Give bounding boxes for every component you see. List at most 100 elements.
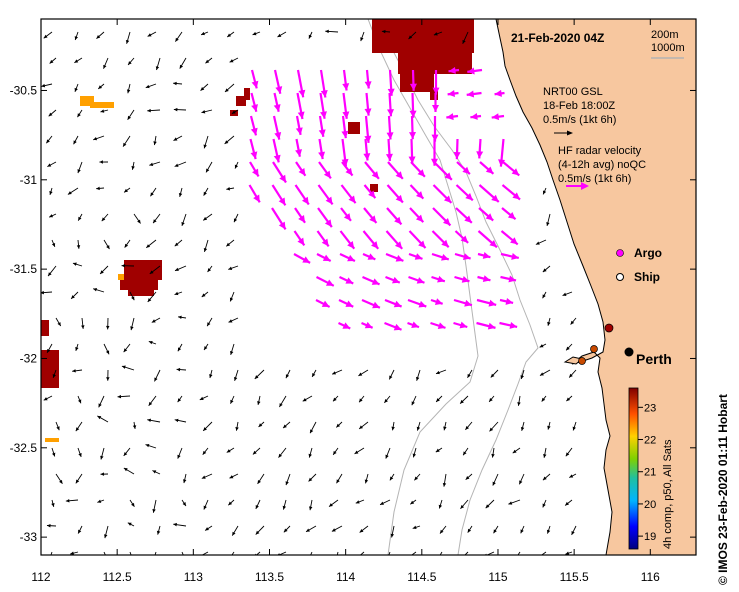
hf-legend-line1: HF radar velocity [558,145,642,157]
hf-vector-head [461,276,470,283]
nrt-vector-head [435,448,440,453]
ship-legend-label: Ship [634,270,660,284]
colorbar-ticks: 23 22 21 20 19 [638,402,656,543]
nrt-vector-head [145,84,150,89]
argo-legend-label: Argo [634,246,662,260]
nrt-vector-head [226,242,231,247]
nrt-vector-head [436,370,440,375]
hf-vector-head [386,132,394,140]
nrt-vector-head [489,397,493,402]
hf-vector-head [434,298,443,305]
nrt-vector-head [93,288,98,292]
nrt-vector-head [308,34,312,39]
nrt-vector-head [152,508,156,513]
nrt-vector-head [155,66,160,71]
nrt-vector [129,551,132,555]
nrt-vector-head [67,191,72,195]
nrt-vector-head [257,479,261,484]
hf-vector-head [414,253,423,260]
nrt-vector-head [51,242,56,247]
nrt-legend-line3: 0.5m/s (1kt 6h) [543,114,616,126]
nrt-vector-head [546,222,550,226]
hf-vector-head [509,321,518,329]
nrt-vector-head [174,267,179,271]
perth-marker [624,347,634,357]
nrt-vector-head [131,166,135,170]
nrt-vector-head [224,140,229,144]
nrt-vector [336,551,339,555]
nrt-vector-head [570,320,575,325]
hf-vector-head [274,132,282,140]
nrt-vector-head [255,530,260,535]
nrt-vector-head [333,397,337,402]
hf-vector-head [279,174,286,183]
nrt-vector-head [332,371,337,375]
nrt-vector-head [354,450,359,454]
nrt-vector-head [306,528,310,532]
hf-vector-head [342,83,350,91]
nrt-vector [359,551,365,555]
nrt-vector-head [543,454,547,458]
nrt-vector-head [150,192,154,197]
hf-vector-head [394,241,403,249]
nrt-vector-head [230,399,234,404]
nrt-vector-head [282,505,287,510]
hf-vector-head [322,254,331,261]
nrt-vector-head [312,373,316,377]
nrt-vector-head [490,373,495,378]
nrt-vector-head [520,375,524,379]
nrt-vector-head [126,89,131,94]
hf-vector-head [325,279,334,286]
nrt-vector-head [572,426,576,431]
nrt-vector-head [201,31,205,36]
nrt-vector-head [493,529,497,534]
hf-vector-head [443,195,452,203]
nrt-vector-head [156,530,161,535]
nrt-vector-head [565,452,570,457]
nrt-vector-head [258,423,263,427]
hf-vector-head [371,171,379,179]
nrt-vector-head [207,268,212,272]
colorbar-tick-label: 23 [644,402,656,414]
nrt-vector-head [228,266,233,270]
map-title: 21-Feb-2020 04Z [511,31,604,45]
nrt-vector-head [285,481,289,486]
nrt-vector-head [65,499,70,503]
x-tick-label: 113.5 [255,570,284,584]
nrt-vector-head [547,425,551,430]
x-tick-label: 114.5 [407,570,436,584]
hf-vector-head [295,149,303,157]
nrt-vector-head [542,190,547,195]
hf-vector-head [345,300,354,307]
nrt-vector-head [438,504,443,509]
x-tick-label: 112.5 [103,570,132,584]
nrt-vector-head [93,136,98,141]
nrt-vector-head [224,88,229,92]
nrt-vector-head [565,551,570,555]
nrt-vector-head [174,163,179,167]
hf-vector-head [253,194,260,203]
nrt-vector-head [147,418,151,423]
nrt-vector-head [226,449,231,453]
nrt-vector-head [199,396,204,400]
nrt-vector-head [302,398,307,402]
nrt-vector-head [106,325,110,330]
nrt-legend-line1: NRT00 GSL [543,86,603,98]
nrt-vector-head [152,470,157,474]
nrt-vector-head [57,322,61,327]
hf-vector-head [297,111,305,119]
hf-vector-head [323,170,331,179]
nrt-vector-head [283,424,287,429]
nrt-vector-head [460,504,465,509]
x-tick-label: 116 [641,570,660,584]
hf-vector-head [448,66,456,74]
nrt-vector-head [124,243,129,248]
hf-vector-head [409,110,417,118]
hf-vector-head [498,159,506,167]
nrt-vector-head [384,399,388,403]
nrt-vector-head [100,472,105,476]
nrt-vector-head [359,425,363,429]
hf-vector-head [278,221,286,230]
nrt-vector-head [565,501,569,506]
nrt-vector-head [380,501,384,505]
